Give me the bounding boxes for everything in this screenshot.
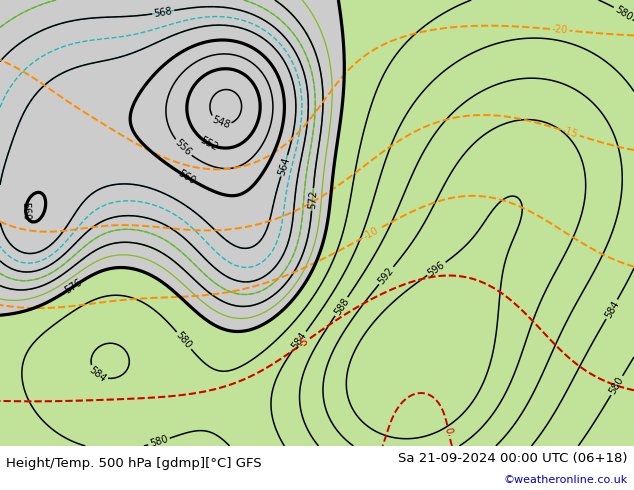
Text: ©weatheronline.co.uk: ©weatheronline.co.uk [503,475,628,485]
Text: 584: 584 [87,365,108,384]
Text: Height/Temp. 500 hPa [gdmp][°C] GFS: Height/Temp. 500 hPa [gdmp][°C] GFS [6,457,262,469]
Text: 568: 568 [153,6,173,19]
Text: 560: 560 [176,168,197,186]
Text: 580: 580 [149,434,169,449]
Text: -5: -5 [297,336,311,350]
Text: -20: -20 [552,24,568,36]
Text: 584: 584 [290,330,309,351]
Text: 592: 592 [377,265,396,286]
Text: 0: 0 [443,426,454,434]
Text: 580: 580 [613,4,634,23]
Text: 576: 576 [63,277,84,296]
Text: 560: 560 [20,201,31,220]
Text: 580: 580 [608,375,626,396]
Text: 588: 588 [332,296,351,317]
Text: -5: -5 [297,336,311,350]
Text: 552: 552 [198,135,219,152]
Text: 572: 572 [307,190,318,209]
Text: Sa 21-09-2024 00:00 UTC (06+18): Sa 21-09-2024 00:00 UTC (06+18) [398,452,628,465]
Text: 548: 548 [210,115,231,131]
Text: 564: 564 [276,155,292,176]
Text: 556: 556 [173,138,193,158]
Text: 584: 584 [603,299,621,320]
Text: 596: 596 [426,259,447,278]
Text: 580: 580 [174,330,194,351]
Text: -10: -10 [362,225,380,242]
Text: -15: -15 [561,125,579,140]
